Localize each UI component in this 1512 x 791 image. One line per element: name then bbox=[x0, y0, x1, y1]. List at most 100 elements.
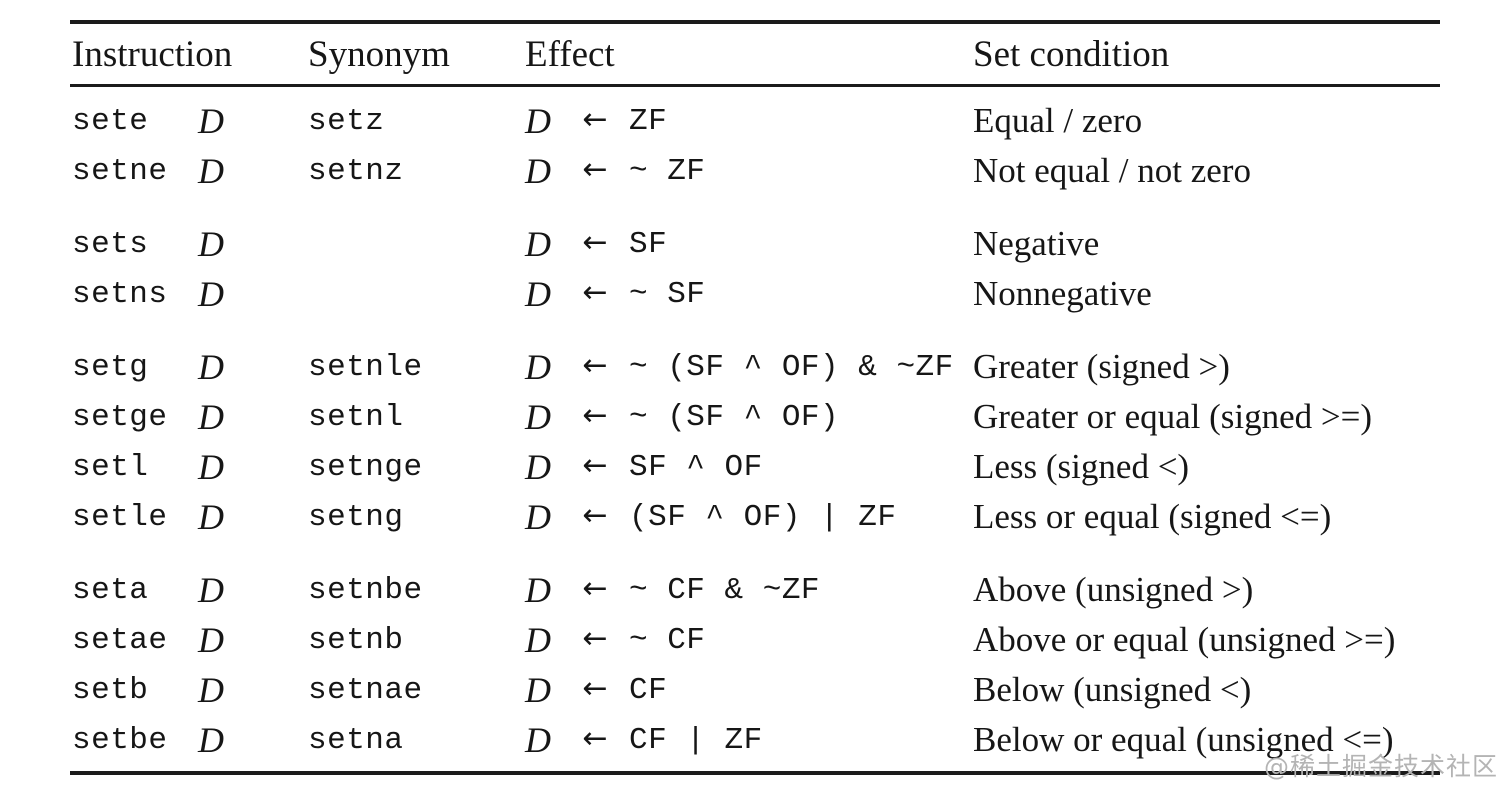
instruction-mnemonic: setl bbox=[72, 449, 149, 485]
set-condition: Greater or equal (signed >=) bbox=[973, 397, 1373, 436]
instruction-mnemonic: sete bbox=[72, 103, 149, 139]
row-group-zero: sete D setz D ← ZF Equal / zero setne D … bbox=[70, 96, 1440, 196]
watermark: @稀土掘金技术社区 bbox=[1263, 752, 1498, 781]
table-row: setl D setnge D ← SF ^ OF Less (signed <… bbox=[70, 442, 1440, 492]
effect-flags: (SF ^ OF) | ZF bbox=[629, 499, 897, 535]
operand-d: D bbox=[198, 151, 224, 191]
set-instructions-table: Instruction Synonym Effect Set condition… bbox=[70, 20, 1440, 775]
effect-destination: D bbox=[525, 151, 551, 191]
effect-flags: ZF bbox=[629, 103, 668, 139]
effect-destination: D bbox=[525, 620, 551, 660]
effect-flags: ~ (SF ^ OF) & ~ZF bbox=[629, 349, 954, 385]
row-group-sign: sets D D ← SF Negative setns D D ← ~ SF bbox=[70, 219, 1440, 319]
effect-expression: D ← ~ ZF bbox=[525, 150, 973, 192]
left-arrow-icon: ← bbox=[582, 670, 608, 706]
set-condition: Above (unsigned >) bbox=[973, 570, 1254, 609]
effect-expression: D ← ~ (SF ^ OF) & ~ZF bbox=[525, 346, 973, 388]
table-row: setbe D setna D ← CF | ZF Below or equal… bbox=[70, 715, 1440, 765]
effect-expression: D ← CF bbox=[525, 669, 973, 711]
effect-destination: D bbox=[525, 274, 551, 314]
operand-d: D bbox=[198, 101, 224, 141]
effect-expression: D ← ~ CF & ~ZF bbox=[525, 569, 973, 611]
set-condition: Equal / zero bbox=[973, 101, 1143, 140]
table-row: setne D setnz D ← ~ ZF Not equal / not z… bbox=[70, 146, 1440, 196]
effect-flags: SF ^ OF bbox=[629, 449, 763, 485]
effect-destination: D bbox=[525, 447, 551, 487]
table-body: sete D setz D ← ZF Equal / zero setne D … bbox=[70, 87, 1440, 771]
instruction-mnemonic: setbe bbox=[72, 722, 168, 758]
operand-d: D bbox=[198, 274, 224, 314]
table-row: setle D setng D ← (SF ^ OF) | ZF Less or… bbox=[70, 492, 1440, 542]
instruction-mnemonic: setg bbox=[72, 349, 149, 385]
effect-flags: SF bbox=[629, 226, 668, 262]
left-arrow-icon: ← bbox=[582, 347, 608, 383]
effect-expression: D ← ZF bbox=[525, 100, 973, 142]
instruction-mnemonic: setb bbox=[72, 672, 149, 708]
instruction-mnemonic: setns bbox=[72, 276, 168, 312]
header-set-condition: Set condition bbox=[973, 33, 1170, 75]
synonym-mnemonic: setna bbox=[308, 722, 404, 758]
effect-flags: ~ CF bbox=[629, 622, 706, 658]
effect-flags: ~ SF bbox=[629, 276, 706, 312]
table-row: setge D setnl D ← ~ (SF ^ OF) Greater or… bbox=[70, 392, 1440, 442]
left-arrow-icon: ← bbox=[582, 224, 608, 260]
effect-destination: D bbox=[525, 101, 551, 141]
instruction-mnemonic: setge bbox=[72, 399, 168, 435]
effect-flags: ~ (SF ^ OF) bbox=[629, 399, 840, 435]
left-arrow-icon: ← bbox=[582, 101, 608, 137]
table-row: sets D D ← SF Negative bbox=[70, 219, 1440, 269]
effect-expression: D ← SF ^ OF bbox=[525, 446, 973, 488]
effect-flags: CF | ZF bbox=[629, 722, 763, 758]
operand-d: D bbox=[198, 620, 224, 660]
effect-destination: D bbox=[525, 670, 551, 710]
left-arrow-icon: ← bbox=[582, 274, 608, 310]
operand-d: D bbox=[198, 224, 224, 264]
instruction-mnemonic: sets bbox=[72, 226, 149, 262]
operand-d: D bbox=[198, 720, 224, 760]
table-header-rule bbox=[70, 84, 1440, 87]
set-condition: Greater (signed >) bbox=[973, 347, 1230, 386]
set-condition: Not equal / not zero bbox=[973, 151, 1251, 190]
effect-expression: D ← ~ SF bbox=[525, 273, 973, 315]
set-condition: Less or equal (signed <=) bbox=[973, 497, 1332, 536]
left-arrow-icon: ← bbox=[582, 447, 608, 483]
operand-d: D bbox=[198, 570, 224, 610]
operand-d: D bbox=[198, 670, 224, 710]
row-group-unsigned: seta D setnbe D ← ~ CF & ~ZF Above (unsi… bbox=[70, 565, 1440, 765]
effect-expression: D ← CF | ZF bbox=[525, 719, 973, 761]
set-condition: Nonnegative bbox=[973, 274, 1152, 313]
effect-destination: D bbox=[525, 397, 551, 437]
left-arrow-icon: ← bbox=[582, 497, 608, 533]
effect-flags: CF bbox=[629, 672, 668, 708]
set-condition: Below (unsigned <) bbox=[973, 670, 1252, 709]
table-row: setb D setnae D ← CF Below (unsigned <) bbox=[70, 665, 1440, 715]
synonym-mnemonic: setnae bbox=[308, 672, 423, 708]
effect-expression: D ← ~ CF bbox=[525, 619, 973, 661]
set-condition: Below or equal (unsigned <=) bbox=[973, 720, 1394, 759]
instruction-mnemonic: seta bbox=[72, 572, 149, 608]
left-arrow-icon: ← bbox=[582, 720, 608, 756]
left-arrow-icon: ← bbox=[582, 570, 608, 606]
set-condition: Negative bbox=[973, 224, 1100, 263]
effect-expression: D ← ~ (SF ^ OF) bbox=[525, 396, 973, 438]
effect-flags: ~ ZF bbox=[629, 153, 706, 189]
effect-destination: D bbox=[525, 570, 551, 610]
effect-destination: D bbox=[525, 720, 551, 760]
table-row: setae D setnb D ← ~ CF Above or equal (u… bbox=[70, 615, 1440, 665]
effect-expression: D ← SF bbox=[525, 223, 973, 265]
left-arrow-icon: ← bbox=[582, 397, 608, 433]
operand-d: D bbox=[198, 347, 224, 387]
set-condition: Less (signed <) bbox=[973, 447, 1190, 486]
operand-d: D bbox=[198, 497, 224, 537]
table-header-row: Instruction Synonym Effect Set condition bbox=[70, 24, 1440, 84]
effect-destination: D bbox=[525, 347, 551, 387]
synonym-mnemonic: setz bbox=[308, 103, 385, 139]
table-row: sete D setz D ← ZF Equal / zero bbox=[70, 96, 1440, 146]
instruction-mnemonic: setle bbox=[72, 499, 168, 535]
table-top-rule bbox=[70, 20, 1440, 24]
synonym-mnemonic: setnle bbox=[308, 349, 423, 385]
operand-d: D bbox=[198, 397, 224, 437]
table-row: seta D setnbe D ← ~ CF & ~ZF Above (unsi… bbox=[70, 565, 1440, 615]
header-synonym: Synonym bbox=[308, 33, 450, 75]
operand-d: D bbox=[198, 447, 224, 487]
